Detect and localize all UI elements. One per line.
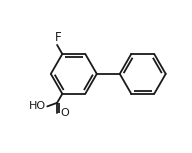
Text: F: F [55, 31, 61, 44]
Text: O: O [60, 108, 69, 118]
Text: HO: HO [29, 101, 46, 111]
